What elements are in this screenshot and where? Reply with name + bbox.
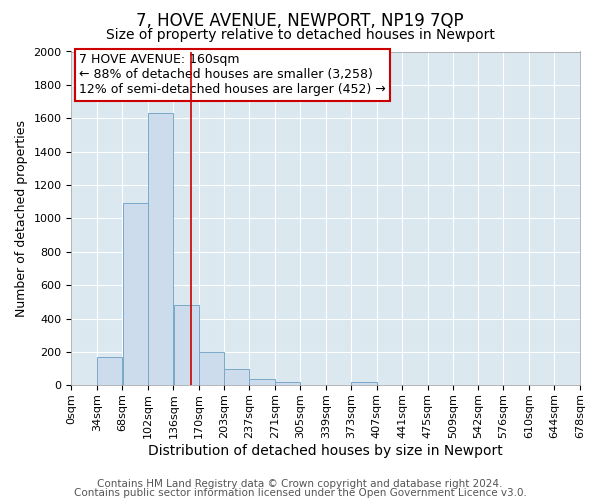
Bar: [122, 204, 148, 386]
Text: 7, HOVE AVENUE, NEWPORT, NP19 7QP: 7, HOVE AVENUE, NEWPORT, NP19 7QP: [136, 12, 464, 30]
Bar: [352, 382, 377, 386]
Bar: [148, 114, 173, 386]
X-axis label: Distribution of detached houses by size in Newport: Distribution of detached houses by size …: [148, 444, 503, 458]
Bar: [224, 368, 249, 386]
Bar: [97, 357, 122, 386]
Bar: [173, 305, 199, 386]
Bar: [249, 380, 275, 386]
Text: Size of property relative to detached houses in Newport: Size of property relative to detached ho…: [106, 28, 494, 42]
Bar: [199, 352, 224, 386]
Y-axis label: Number of detached properties: Number of detached properties: [15, 120, 28, 317]
Text: Contains HM Land Registry data © Crown copyright and database right 2024.: Contains HM Land Registry data © Crown c…: [97, 479, 503, 489]
Text: 7 HOVE AVENUE: 160sqm
← 88% of detached houses are smaller (3,258)
12% of semi-d: 7 HOVE AVENUE: 160sqm ← 88% of detached …: [79, 53, 386, 96]
Bar: [275, 382, 300, 386]
Text: Contains public sector information licensed under the Open Government Licence v3: Contains public sector information licen…: [74, 488, 526, 498]
